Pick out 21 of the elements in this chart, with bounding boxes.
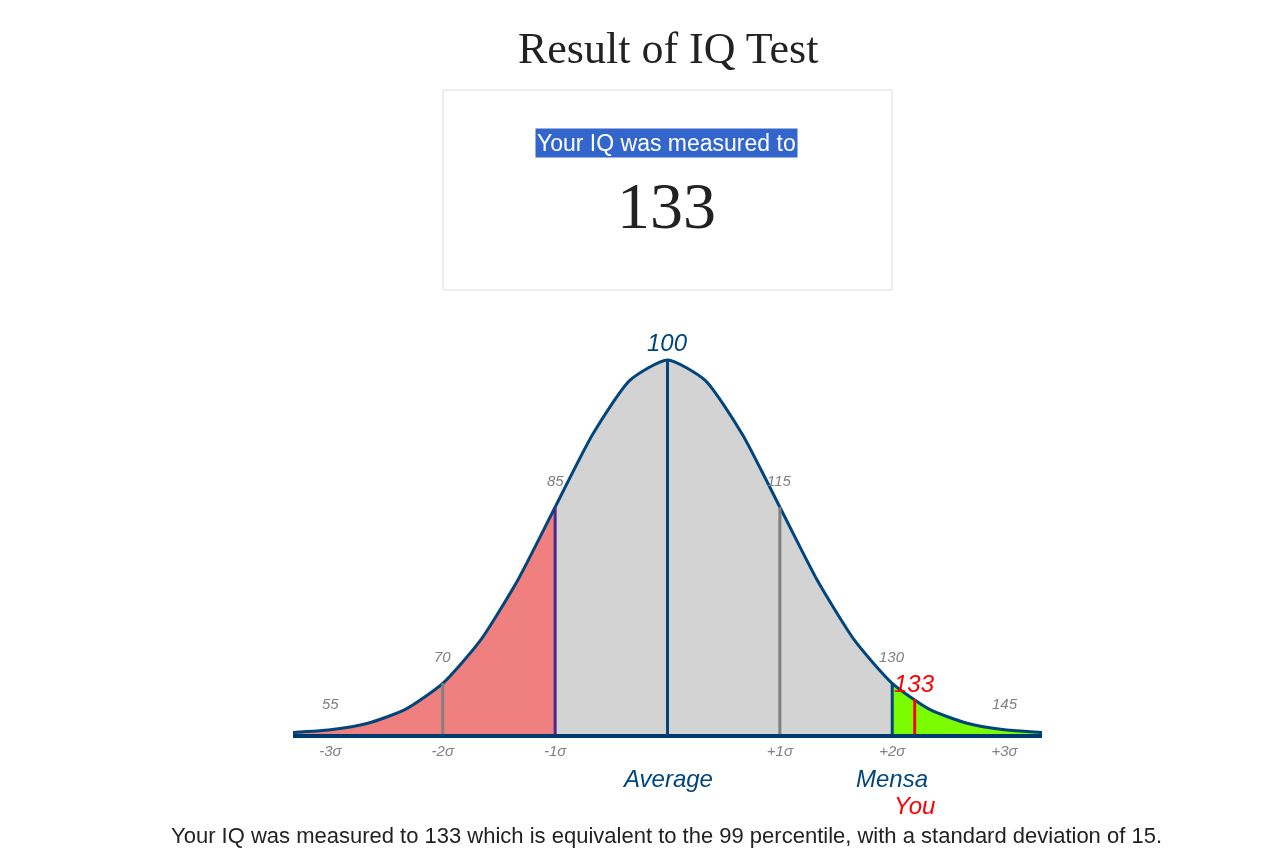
ref-line-label: You bbox=[894, 792, 936, 819]
annotation: 85 bbox=[547, 472, 565, 489]
annotation: 70 bbox=[434, 648, 452, 665]
x-tick-label: +1σ bbox=[766, 742, 794, 759]
x-tick-label: -3σ bbox=[319, 742, 343, 759]
annotation: 133 bbox=[894, 670, 935, 697]
annotation: 130 bbox=[879, 648, 905, 665]
x-tick-label: -2σ bbox=[431, 742, 455, 759]
text: 133 bbox=[617, 169, 716, 242]
text: Your IQ was measured to 133 which is equivalent to the 99 percentile, with a standard deviation of 15. bbox=[171, 823, 1163, 848]
annotation: 55 bbox=[322, 695, 340, 712]
ref-line-label: Mensa bbox=[856, 765, 929, 792]
x-tick-label: +2σ bbox=[879, 742, 907, 759]
text: Your IQ was measured to bbox=[537, 130, 796, 156]
annotation: 145 bbox=[992, 695, 1018, 712]
chart-title: Result of IQ Test bbox=[517, 24, 819, 74]
annotation: 115 bbox=[767, 472, 792, 489]
x-tick-label: +3σ bbox=[991, 742, 1019, 759]
ref-line-label: Average bbox=[622, 765, 713, 792]
x-tick-label: -1σ bbox=[543, 742, 568, 759]
annotation: 100 bbox=[647, 329, 688, 356]
